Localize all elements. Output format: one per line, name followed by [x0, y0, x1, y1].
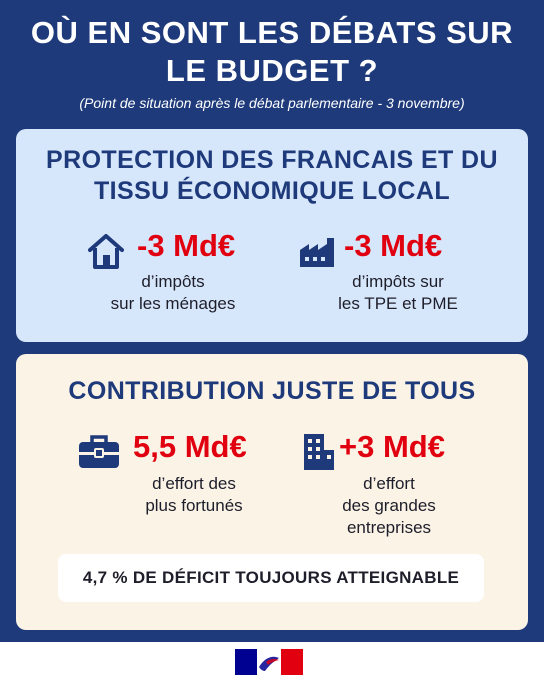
factory-icon — [300, 238, 334, 267]
corporate-effort-desc-line-1: d’effort — [363, 474, 415, 493]
briefcase-icon — [79, 435, 119, 468]
protection-title-line-2: TISSU ÉCONOMIQUE LOCAL — [93, 177, 451, 205]
page-subtitle: (Point de situation après le débat parle… — [79, 95, 465, 111]
household-tax-desc-line-1: d’impôts — [141, 272, 205, 291]
household-tax-value: -3 Md€ — [137, 228, 236, 263]
corporate-effort-desc-line-3: entreprises — [346, 518, 432, 537]
wealthy-effort-value: 5,5 Md€ — [133, 429, 247, 464]
deficit-banner: 4,7 % DE DÉFICIT TOUJOURS ATTEIGNABLE — [58, 554, 484, 602]
building-icon — [304, 434, 334, 470]
protection-card: PROTECTION DES FRANCAIS ET DU TISSU ÉCON… — [16, 129, 528, 342]
sme-tax-desc-line-2: les TPE et PME — [338, 294, 458, 313]
title-line-2: LE BUDGET ? — [165, 53, 379, 88]
sme-tax-desc-line-1: d’impôts sur — [352, 272, 444, 291]
house-icon — [88, 234, 124, 269]
title-line-1: OÙ EN SONT LES DÉBATS SUR — [30, 15, 514, 50]
page-title: OÙ EN SONT LES DÉBATS SUR LE BUDGET ? — [0, 14, 544, 90]
protection-title: PROTECTION DES FRANCAIS ET DU TISSU ÉCON… — [16, 145, 528, 207]
wealthy-effort-desc-line-1: d’effort des — [152, 474, 236, 493]
household-tax-desc: d’impôts sur les ménages — [108, 271, 238, 315]
wealthy-effort-desc: d’effort des plus fortunés — [124, 473, 264, 517]
protection-title-line-1: PROTECTION DES FRANCAIS ET DU — [46, 146, 498, 174]
sme-tax-desc: d’impôts sur les TPE et PME — [334, 271, 462, 315]
poster-background: OÙ EN SONT LES DÉBATS SUR LE BUDGET ? (P… — [0, 0, 544, 642]
wealthy-effort-desc-line-2: plus fortunés — [145, 496, 243, 515]
corporate-effort-desc-line-2: des grandes — [342, 496, 436, 515]
marianne-logo-icon — [235, 649, 303, 675]
sme-tax-value: -3 Md€ — [344, 228, 443, 263]
corporate-effort-value: +3 Md€ — [339, 429, 445, 464]
contribution-title: CONTRIBUTION JUSTE DE TOUS — [68, 377, 476, 405]
corporate-effort-desc: d’effort des grandes entreprises — [324, 473, 454, 539]
household-tax-desc-line-2: sur les ménages — [110, 294, 236, 313]
